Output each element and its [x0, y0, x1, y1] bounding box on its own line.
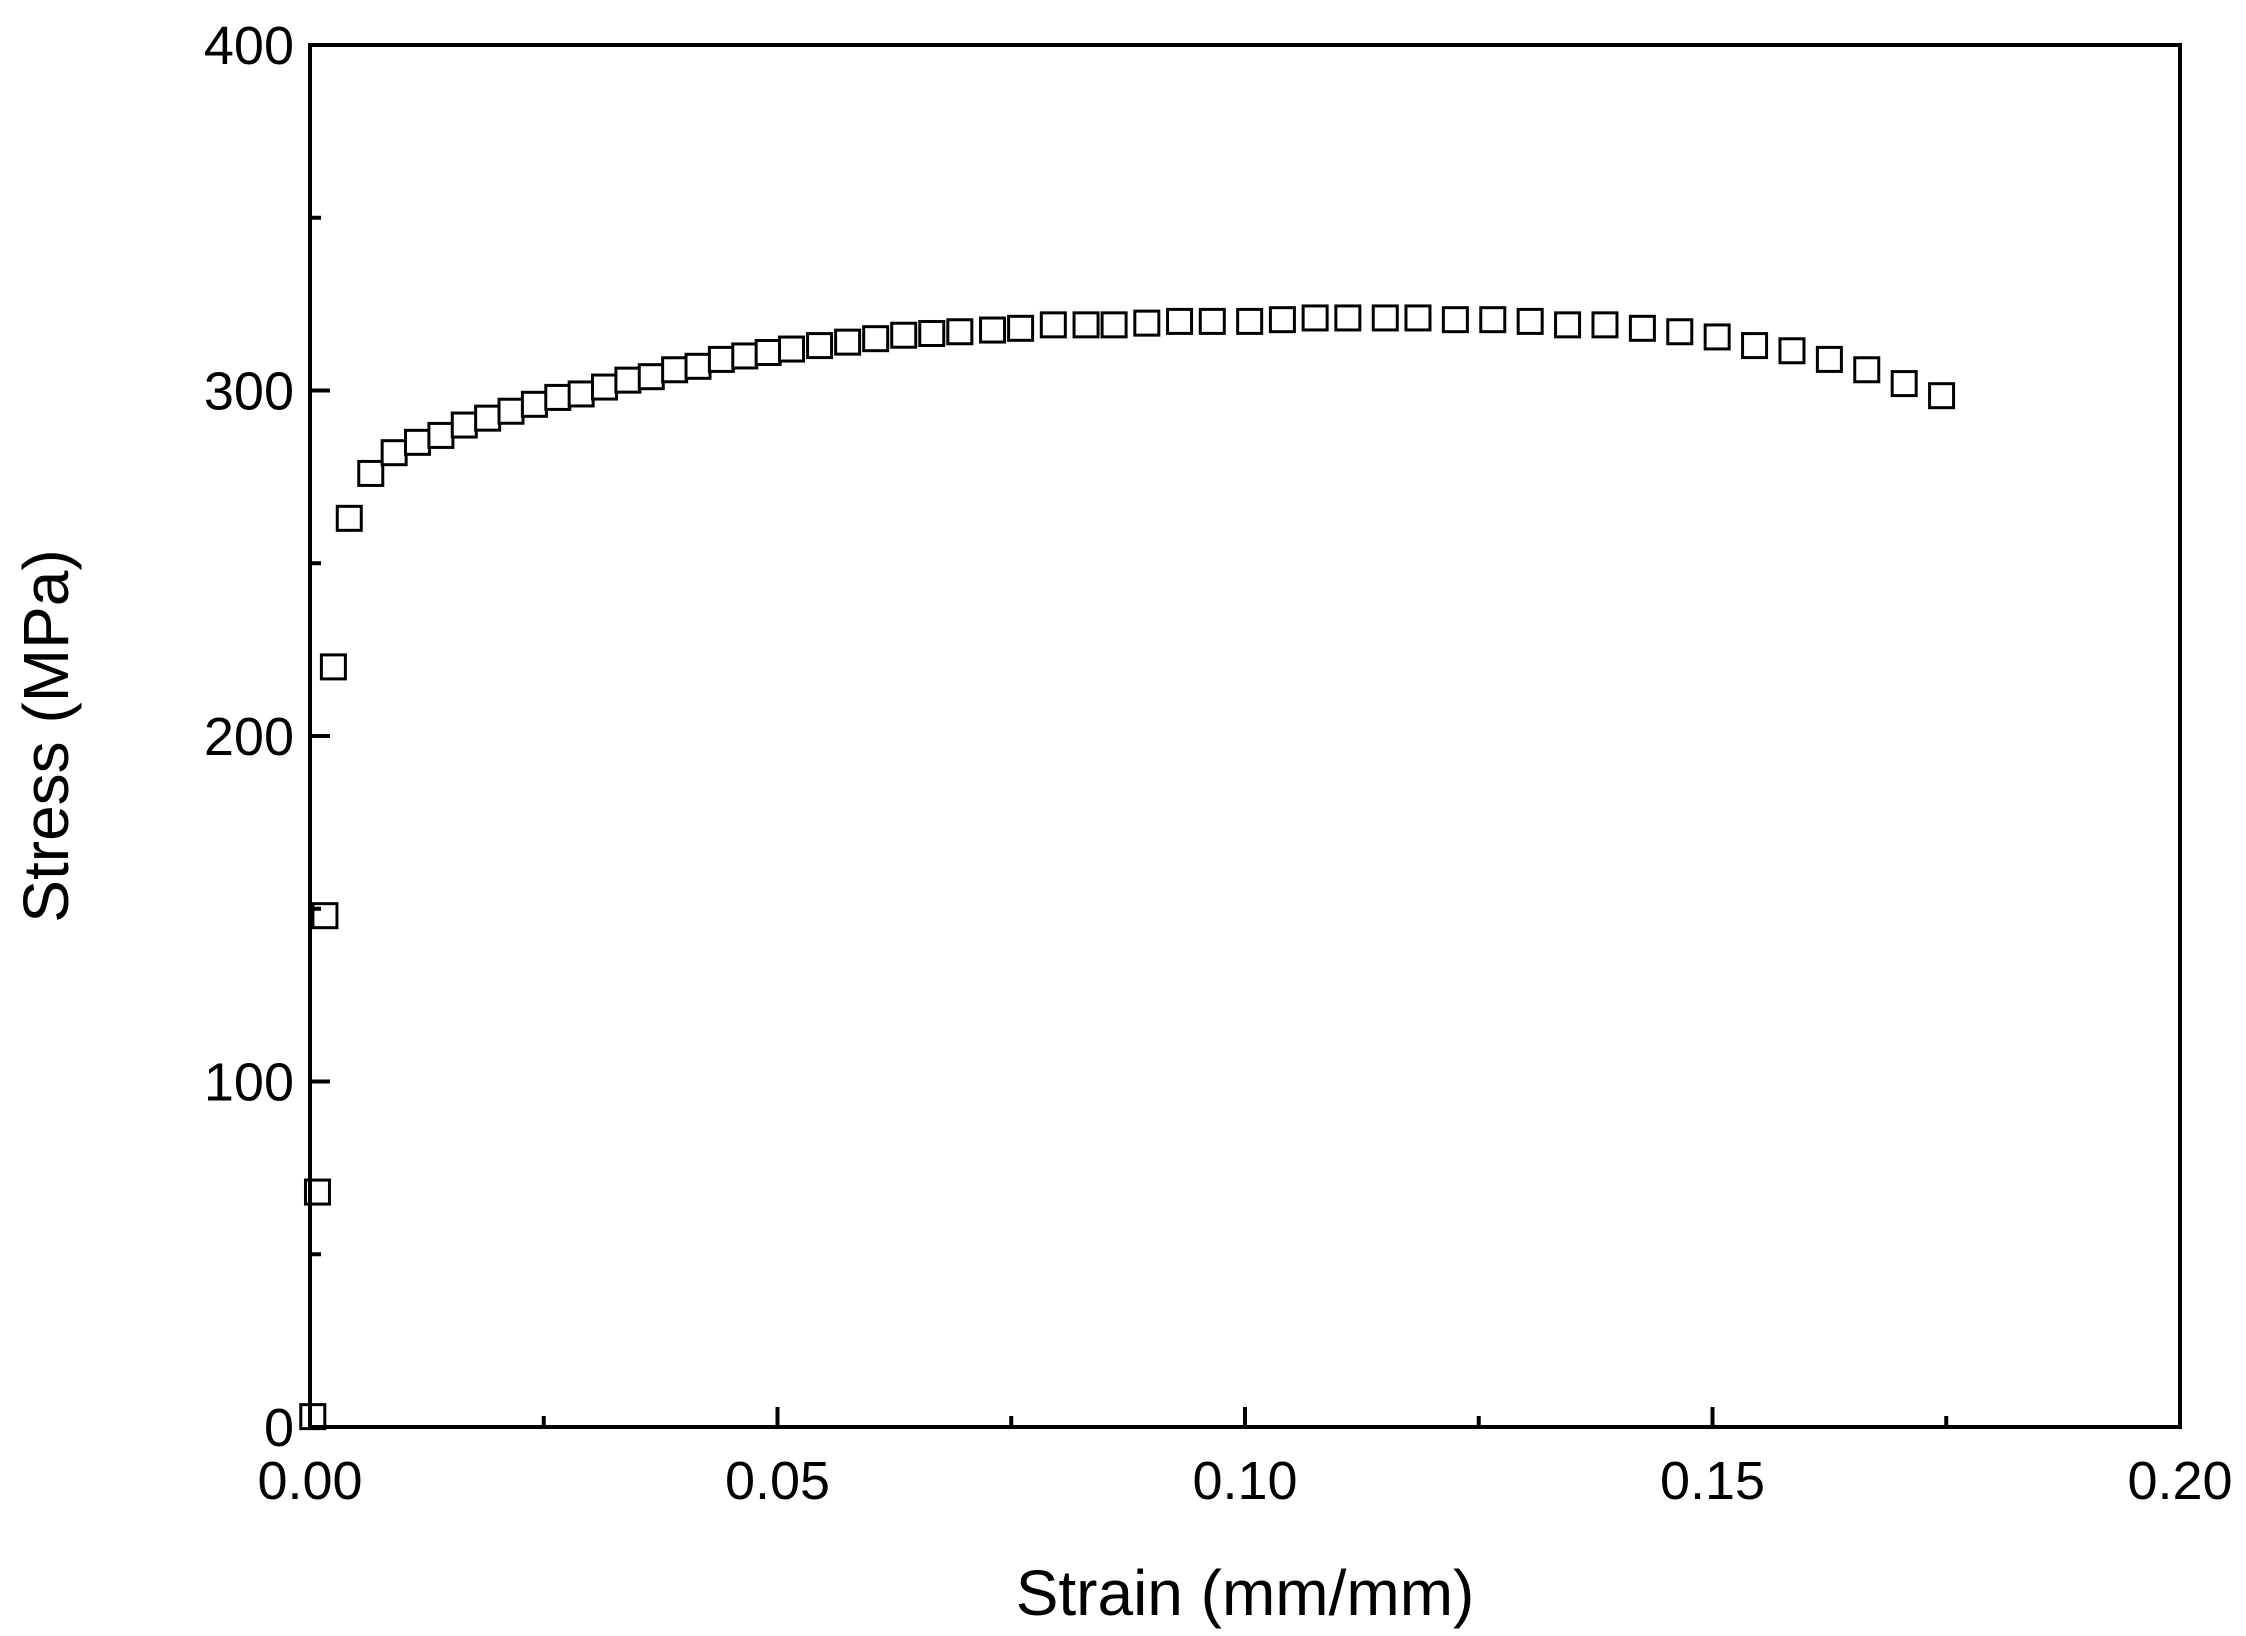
- data-point: [1554, 311, 1582, 339]
- data-point: [806, 332, 834, 360]
- data-point: [544, 383, 572, 411]
- data-point: [1441, 306, 1469, 334]
- x-tick-label: 0.15: [1660, 1451, 1765, 1511]
- data-point: [1628, 314, 1656, 342]
- data-point: [1007, 314, 1035, 342]
- data-point: [567, 380, 595, 408]
- data-point: [1516, 307, 1544, 335]
- x-tick-label: 0.20: [2127, 1451, 2232, 1511]
- data-point: [754, 338, 782, 366]
- x-tick-label: 0.05: [725, 1451, 830, 1511]
- data-point: [380, 439, 408, 467]
- data-point: [1198, 307, 1226, 335]
- data-point: [614, 366, 642, 394]
- data-point: [1404, 304, 1432, 332]
- data-point: [1072, 311, 1100, 339]
- data-point: [707, 345, 735, 373]
- y-axis-ticks: [310, 43, 330, 1429]
- data-point: [1166, 307, 1194, 335]
- data-point: [1268, 306, 1296, 334]
- y-axis-tick-labels: 0 100 200 300 400: [204, 16, 294, 1458]
- data-point: [319, 653, 347, 681]
- data-point: [1301, 304, 1329, 332]
- data-point: [918, 319, 946, 347]
- y-tick-label: 300: [204, 362, 294, 422]
- data-point: [862, 325, 890, 353]
- data-point: [1928, 382, 1956, 410]
- x-tick-label: 0.00: [257, 1451, 362, 1511]
- data-point: [520, 390, 548, 418]
- x-axis-ticks: [308, 1407, 2182, 1427]
- data-point: [1815, 345, 1843, 373]
- x-axis-tick-labels: 0.00 0.05 0.10 0.15 0.20: [257, 1451, 2232, 1511]
- data-point: [1100, 311, 1128, 339]
- data-point: [890, 321, 918, 349]
- data-point: [1853, 356, 1881, 384]
- data-point: [1039, 311, 1067, 339]
- data-point: [778, 335, 806, 363]
- data-points: [299, 304, 1956, 1431]
- data-point: [427, 421, 455, 449]
- data-point: [1778, 337, 1806, 365]
- data-point: [1479, 306, 1507, 334]
- data-point: [1890, 370, 1918, 398]
- y-axis-label: Stress (MPa): [10, 549, 82, 922]
- plot-frame: [308, 43, 2182, 1429]
- data-point: [1703, 323, 1731, 351]
- data-point: [946, 318, 974, 346]
- y-tick-label: 100: [204, 1053, 294, 1113]
- data-point: [1371, 304, 1399, 332]
- data-point: [357, 459, 385, 487]
- data-point: [1666, 318, 1694, 346]
- data-point: [497, 397, 525, 425]
- data-point: [979, 316, 1007, 344]
- data-point: [591, 373, 619, 401]
- y-tick-label: 0: [264, 1398, 294, 1458]
- data-point: [1334, 304, 1362, 332]
- y-tick-label: 400: [204, 16, 294, 76]
- data-point: [661, 356, 689, 384]
- x-tick-label: 0.10: [1192, 1451, 1297, 1511]
- data-point: [1591, 311, 1619, 339]
- data-point: [450, 411, 478, 439]
- data-point: [1741, 332, 1769, 360]
- data-point: [731, 342, 759, 370]
- x-axis-label: Strain (mm/mm): [1016, 1557, 1475, 1629]
- data-point: [637, 363, 665, 391]
- data-point: [834, 328, 862, 356]
- data-point: [404, 428, 432, 456]
- data-point: [1236, 307, 1264, 335]
- data-point: [474, 404, 502, 432]
- data-point: [1133, 309, 1161, 337]
- data-point: [335, 504, 363, 532]
- y-tick-label: 200: [204, 707, 294, 767]
- data-point: [684, 352, 712, 380]
